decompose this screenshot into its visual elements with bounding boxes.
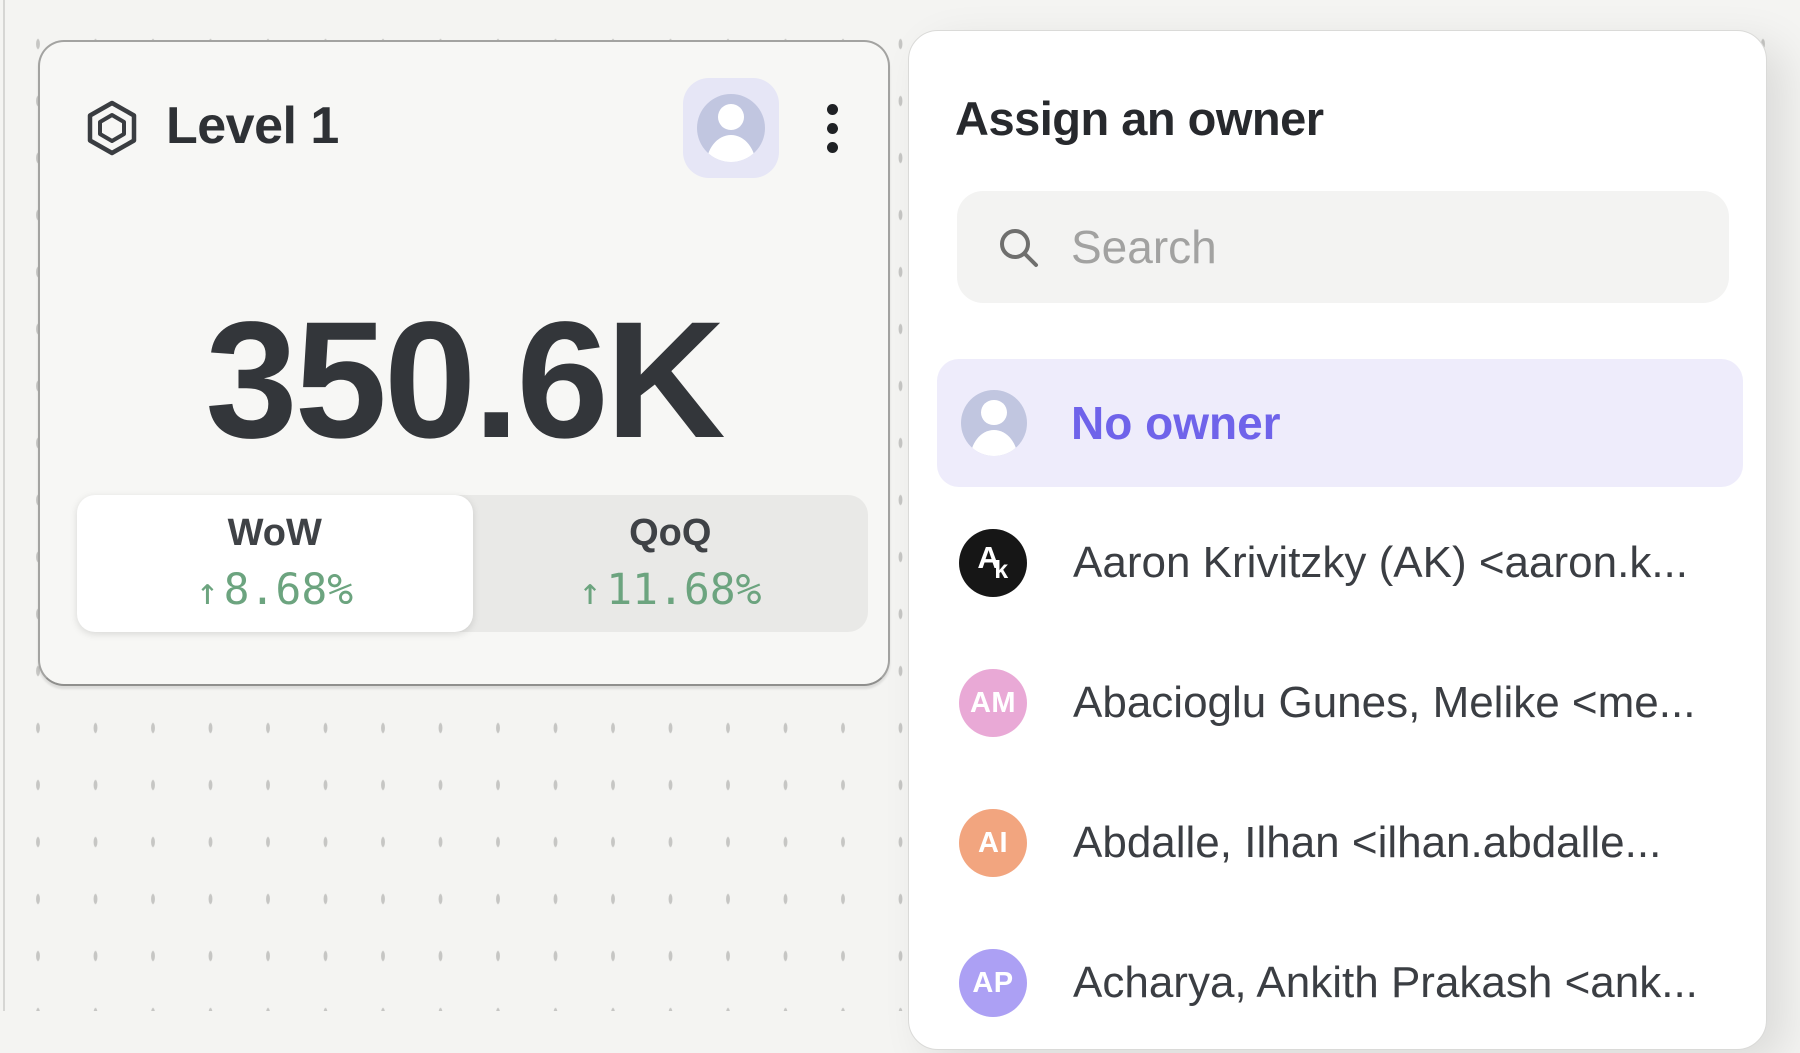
avatar-logo-letter: k — [994, 555, 1009, 584]
assign-owner-button[interactable] — [683, 78, 779, 178]
owner-placeholder-avatar — [697, 94, 765, 162]
metric-widget-card[interactable]: Level 1 350.6K WoW ↑ 8.68% QoQ ↑ 11.68% — [38, 40, 890, 686]
avatar-initials: AM — [969, 686, 1017, 719]
tab-qoq-label: QoQ — [629, 512, 712, 554]
owner-avatar-initials: AI — [959, 809, 1027, 877]
no-owner-option[interactable]: No owner — [937, 359, 1743, 487]
up-arrow-icon: ↑ — [196, 570, 219, 613]
kebab-dot — [827, 103, 838, 115]
assign-owner-panel: Assign an owner No owner A k Aaron Krivi… — [908, 30, 1767, 1050]
widget-menu-button[interactable] — [825, 98, 840, 159]
owner-option[interactable]: AP Acharya, Ankith Prakash <ank... — [959, 913, 1738, 1053]
tab-qoq[interactable]: QoQ ↑ 11.68% — [473, 495, 869, 632]
owner-option[interactable]: A k Aaron Krivitzky (AK) <aaron.k... — [959, 493, 1738, 633]
avatar-initials: AI — [978, 826, 1008, 859]
owner-avatar-initials: AP — [959, 949, 1027, 1017]
owner-avatar-initials: AM — [959, 669, 1027, 737]
search-icon — [1000, 229, 1038, 267]
metric-title: Level 1 — [166, 97, 339, 155]
kebab-dot — [827, 141, 838, 153]
comparison-tabs: WoW ↑ 8.68% QoQ ↑ 11.68% — [77, 495, 868, 632]
owner-name: Abacioglu Gunes, Melike <me... — [1073, 678, 1696, 727]
tab-wow-label: WoW — [227, 512, 322, 554]
kebab-dot — [827, 122, 838, 134]
hexagon-metric-icon — [87, 100, 137, 156]
owner-name: Aaron Krivitzky (AK) <aaron.k... — [1073, 538, 1688, 587]
tab-wow[interactable]: WoW ↑ 8.68% — [77, 495, 473, 632]
owner-search-field[interactable] — [957, 191, 1729, 303]
canvas-edge-line — [3, 0, 5, 1011]
tab-wow-delta-value: 8.68% — [223, 565, 354, 615]
owner-search-input[interactable] — [1071, 220, 1699, 274]
tab-wow-delta: ↑ 8.68% — [196, 565, 353, 615]
owner-option[interactable]: AI Abdalle, Ilhan <ilhan.abdalle... — [959, 773, 1738, 913]
no-owner-label: No owner — [1071, 397, 1281, 449]
up-arrow-icon: ↑ — [578, 570, 602, 613]
avatar-logo-letter: A — [977, 540, 1001, 575]
avatar-initials: AP — [972, 966, 1014, 999]
panel-title: Assign an owner — [955, 92, 1324, 145]
owner-list: A k Aaron Krivitzky (AK) <aaron.k... AM … — [959, 493, 1738, 1053]
owner-avatar-logo: A k — [959, 529, 1027, 597]
owner-name: Acharya, Ankith Prakash <ank... — [1073, 958, 1698, 1007]
metric-value: 350.6K — [205, 288, 725, 473]
tab-qoq-delta-value: 11.68% — [606, 565, 762, 615]
no-owner-avatar — [961, 390, 1027, 456]
owner-name: Abdalle, Ilhan <ilhan.abdalle... — [1073, 818, 1662, 867]
metric-card-header: Level 1 — [84, 74, 850, 182]
tab-qoq-delta: ↑ 11.68% — [579, 565, 762, 615]
owner-option[interactable]: AM Abacioglu Gunes, Melike <me... — [959, 633, 1738, 773]
